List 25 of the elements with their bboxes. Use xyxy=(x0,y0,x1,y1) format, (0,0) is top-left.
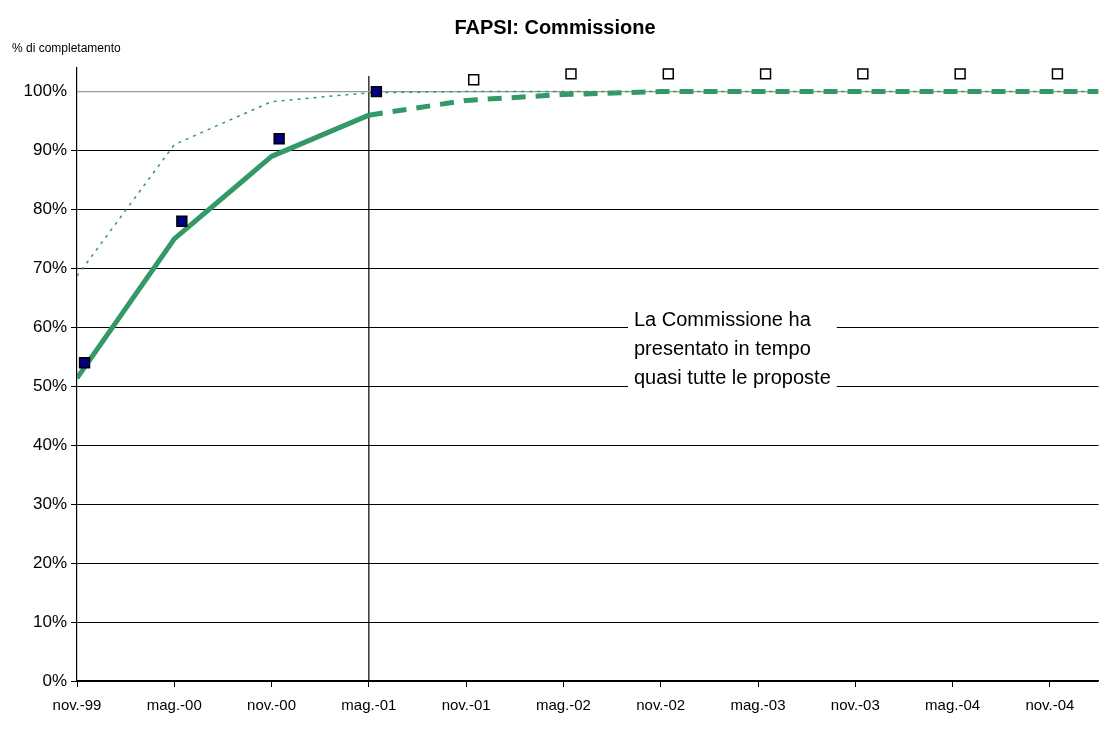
y-tick-label: 30% xyxy=(32,493,67,513)
x-tick-label: nov.-02 xyxy=(636,696,686,714)
x-tick-label: mag.-01 xyxy=(341,696,397,714)
chart-title: FAPSI: Commissione xyxy=(454,15,656,38)
y-tick-label: 0% xyxy=(42,670,67,690)
x-tick-label: nov.-01 xyxy=(441,696,491,714)
y-tick-label: 80% xyxy=(32,199,67,219)
y-tick-label: 20% xyxy=(32,552,67,572)
y-tick-label: 70% xyxy=(32,258,67,278)
x-tick-label: mag.-00 xyxy=(146,696,202,714)
x-tick-label: nov.-04 xyxy=(1025,696,1075,714)
x-tick-label: nov.-00 xyxy=(247,696,297,714)
x-tick-label: mag.-04 xyxy=(925,696,981,714)
x-tick-label: nov.-99 xyxy=(52,696,102,714)
y-tick-label: 100% xyxy=(23,81,67,101)
x-tick-label: nov.-03 xyxy=(830,696,880,714)
x-tick-label: mag.-02 xyxy=(535,696,591,714)
y-axis-title: % di completamento xyxy=(12,41,122,56)
y-tick-label: 40% xyxy=(32,434,67,454)
y-tick-label: 60% xyxy=(32,317,67,337)
annotation: La Commissione ha presentato in tempo quasi tutte le proposte xyxy=(634,307,831,388)
y-tick-label: 50% xyxy=(32,375,67,395)
x-tick-label: mag.-03 xyxy=(730,696,786,714)
y-tick-label: 10% xyxy=(32,611,67,631)
y-tick-label: 90% xyxy=(32,140,67,160)
